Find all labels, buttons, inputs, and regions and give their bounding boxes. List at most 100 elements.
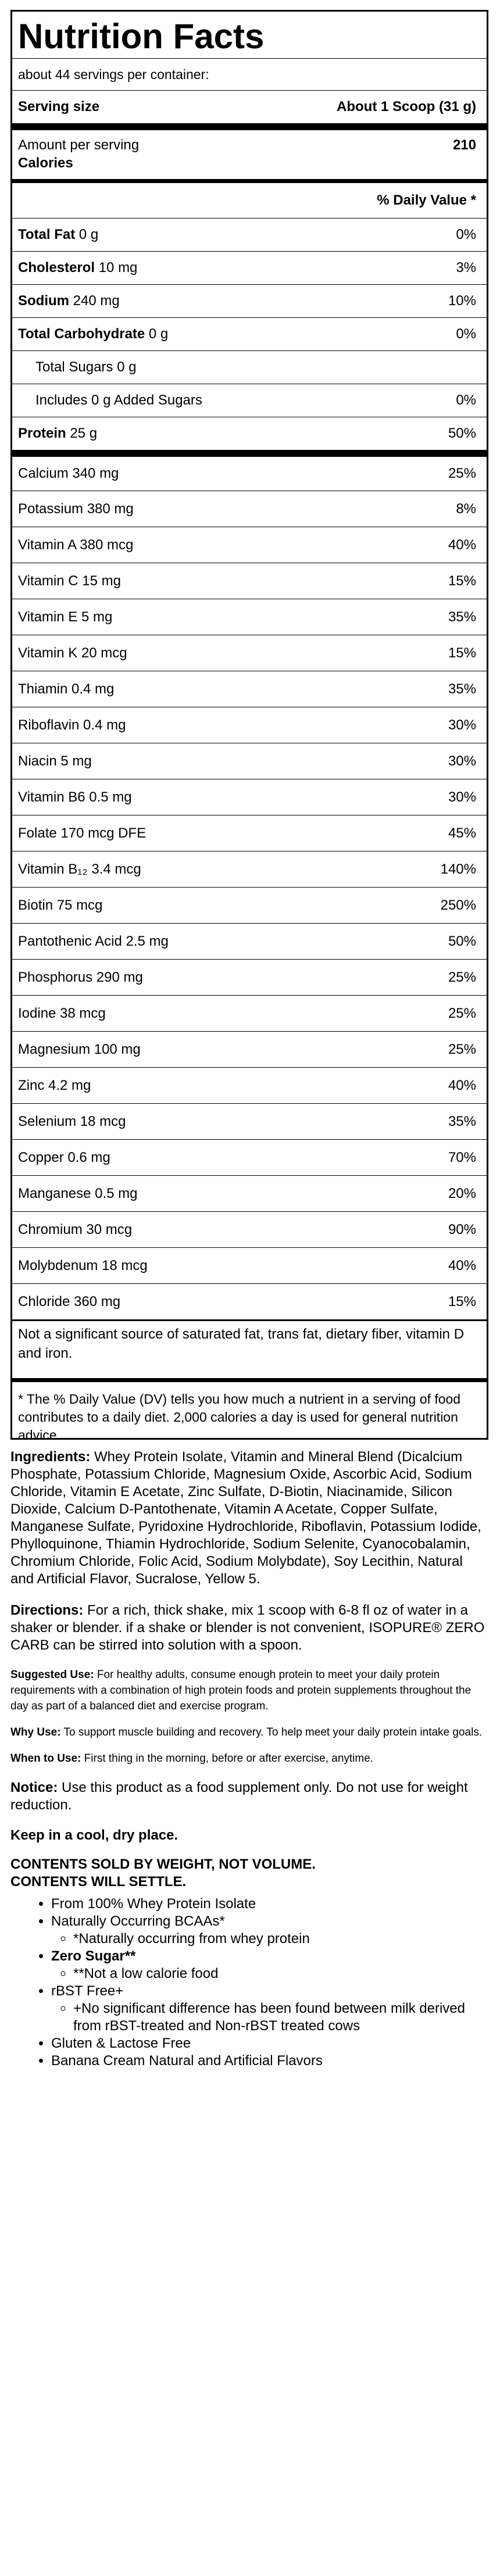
calories-value: 210: [452, 137, 476, 153]
micronutrient-row: Biotin 75 mcg 250%: [12, 887, 487, 923]
suggested-use-label: Suggested Use:: [10, 1669, 94, 1681]
nutrient-label: Sodium 240 mg: [18, 293, 120, 309]
contents-line-1: CONTENTS SOLD BY WEIGHT, NOT VOLUME.: [10, 1856, 316, 1872]
micronutrient-dv: 25%: [448, 1005, 476, 1021]
micronutrient-dv: 8%: [456, 500, 476, 517]
micronutrient-label: Vitamin C 15 mg: [18, 573, 121, 589]
nutrient-name: Cholesterol: [18, 260, 95, 276]
list-item: Banana Cream Natural and Artificial Flav…: [51, 2052, 488, 2070]
calories-label: Calories: [18, 155, 73, 171]
nutrient-row: Total Fat 0 g 0%: [12, 218, 487, 251]
ingredients-paragraph: Ingredients: Whey Protein Isolate, Vitam…: [10, 1448, 488, 1588]
micronutrient-label: Vitamin B6 0.5 mg: [18, 789, 132, 805]
micronutrient-row: Selenium 18 mcg 35%: [12, 1103, 487, 1139]
micronutrient-row: Niacin 5 mg 30%: [12, 743, 487, 779]
micronutrient-label: Vitamin K 20 mcg: [18, 645, 127, 661]
nutrient-row: Sodium 240 mg 10%: [12, 284, 487, 317]
micronutrient-row: Vitamin A 380 mcg 40%: [12, 527, 487, 563]
directions-label: Directions:: [10, 1602, 84, 1618]
serving-size-row: Serving size About 1 Scoop (31 g): [12, 91, 487, 123]
micronutrient-label: Biotin 75 mcg: [18, 897, 103, 913]
micronutrient-row: Manganese 0.5 mg 20%: [12, 1175, 487, 1211]
micronutrient-dv: 40%: [448, 1257, 476, 1273]
nutrient-dv: 0%: [456, 326, 476, 342]
micronutrient-label: Thiamin 0.4 mg: [18, 681, 115, 697]
nutrient-dv: 0%: [456, 227, 476, 242]
divider: [12, 1319, 487, 1321]
thick-divider: [12, 179, 487, 183]
nutrient-label: Cholesterol 10 mg: [18, 260, 137, 276]
micronutrient-dv: 140%: [440, 861, 476, 877]
micronutrient-dv: 25%: [448, 466, 476, 481]
notice-label: Notice:: [10, 1780, 58, 1795]
why-use-paragraph: Why Use: To support muscle building and …: [10, 1725, 488, 1740]
nutrition-facts-title: Nutrition Facts: [18, 17, 265, 56]
micronutrient-row: Chloride 360 mg 15%: [12, 1283, 487, 1319]
micronutrient-label: Niacin 5 mg: [18, 753, 92, 769]
micronutrient-dv: 15%: [448, 645, 476, 661]
micronutrient-row: Riboflavin 0.4 mg 30%: [12, 707, 487, 743]
list-item: *Naturally occurring from whey protein: [73, 1930, 488, 1948]
nutrient-row: Total Carbohydrate 0 g 0%: [12, 317, 487, 350]
micronutrient-label: Pantothenic Acid 2.5 mg: [18, 933, 169, 949]
nutrient-label: Total Sugars 0 g: [35, 359, 136, 375]
list-item: +No significant difference has been foun…: [73, 2000, 488, 2035]
micronutrient-dv: 25%: [448, 969, 476, 985]
micronutrient-dv: 45%: [448, 825, 476, 841]
micronutrient-row: Molybdenum 18 mcg 40%: [12, 1247, 487, 1283]
micronutrient-label: Folate 170 mcg DFE: [18, 825, 147, 841]
servings-per-container: about 44 servings per container:: [12, 59, 487, 90]
dv-header: % Daily Value *: [377, 192, 476, 208]
micronutrient-row: Phosphorus 290 mg 25%: [12, 959, 487, 995]
micronutrient-label: Riboflavin 0.4 mg: [18, 717, 126, 733]
feature-list: From 100% Whey Protein Isolate Naturally…: [10, 1895, 488, 2070]
list-item: Naturally Occurring BCAAs* *Naturally oc…: [51, 1913, 488, 1948]
nutrient-amount: 25 g: [66, 425, 98, 441]
micronutrient-row: Vitamin B₁₂ 3.4 mcg 140%: [12, 851, 487, 887]
when-to-use-label: When to Use:: [10, 1752, 81, 1765]
micronutrient-label: Copper 0.6 mg: [18, 1149, 110, 1165]
nutrient-row: Protein 25 g 50%: [12, 417, 487, 450]
when-to-use-text: First thing in the morning, before or af…: [81, 1752, 374, 1765]
nutrient-dv: 10%: [448, 293, 476, 309]
micronutrient-label: Manganese 0.5 mg: [18, 1185, 138, 1201]
micronutrient-row: Pantothenic Acid 2.5 mg 50%: [12, 923, 487, 959]
micronutrient-dv: 70%: [448, 1149, 476, 1165]
notice-paragraph: Notice: Use this product as a food suppl…: [10, 1779, 488, 1814]
micronutrient-row: Copper 0.6 mg 70%: [12, 1139, 487, 1175]
nutrient-amount: 0 g: [75, 227, 99, 242]
macronutrients-list: Total Fat 0 g 0% Cholesterol 10 mg 3% Sodium…: [12, 218, 487, 450]
micronutrient-label: Selenium 18 mcg: [18, 1113, 126, 1129]
dv-header-row: % Daily Value *: [12, 183, 487, 218]
nutrient-row: Cholesterol 10 mg 3%: [12, 251, 487, 284]
micronutrient-row: Vitamin K 20 mcg 15%: [12, 635, 487, 671]
micronutrient-label: Vitamin B₁₂ 3.4 mcg: [18, 861, 141, 877]
directions-text: For a rich, thick shake, mix 1 scoop wit…: [10, 1602, 485, 1653]
list-item: Zero Sugar** **Not a low calorie food: [51, 1948, 488, 1983]
micronutrient-row: Folate 170 mcg DFE 45%: [12, 815, 487, 851]
micronutrient-dv: 40%: [448, 536, 476, 553]
why-use-label: Why Use:: [10, 1726, 61, 1738]
nutrient-name: Total Sugars 0 g: [35, 359, 137, 375]
micronutrient-row: Potassium 380 mg 8%: [12, 491, 487, 527]
micronutrient-row: Iodine 38 mcg 25%: [12, 995, 487, 1031]
thick-divider: [12, 1378, 487, 1382]
micronutrient-dv: 15%: [448, 573, 476, 589]
when-to-use-paragraph: When to Use: First thing in the morning,…: [10, 1751, 488, 1766]
micronutrient-row: Zinc 4.2 mg 40%: [12, 1067, 487, 1103]
micronutrient-dv: 50%: [448, 933, 476, 949]
feature-zero-sugar: Zero Sugar**: [51, 1948, 136, 1964]
micronutrient-label: Potassium 380 mg: [18, 500, 134, 517]
ingredients-text: Whey Protein Isolate, Vitamin and Minera…: [10, 1449, 481, 1587]
thick-divider: [12, 450, 487, 457]
micronutrient-label: Vitamin A 380 mcg: [18, 536, 134, 553]
nutrient-name: Sodium: [18, 293, 69, 309]
micronutrient-row: Thiamin 0.4 mg 35%: [12, 671, 487, 707]
micronutrient-dv: 30%: [448, 717, 476, 733]
nutrient-label: Total Fat 0 g: [18, 227, 98, 243]
amount-per-serving: Amount per serving: [18, 137, 140, 153]
servings-text: about 44 servings per container:: [18, 66, 209, 82]
nutrition-facts-panel: Nutrition Facts about 44 servings per co…: [10, 10, 488, 1443]
suggested-use-text: For healthy adults, consume enough prote…: [10, 1669, 472, 1712]
list-item: From 100% Whey Protein Isolate: [51, 1895, 488, 1913]
